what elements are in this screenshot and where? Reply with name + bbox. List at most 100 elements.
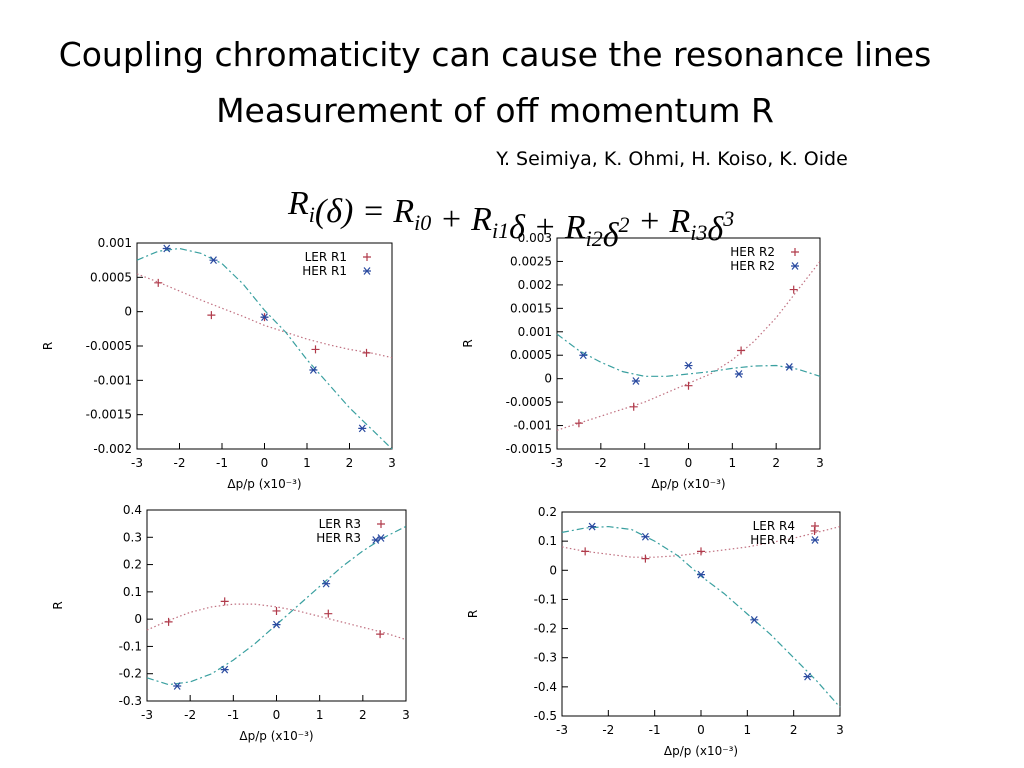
- x-tick-label: -3: [556, 723, 568, 737]
- title-line: Measurement of off momentum R: [216, 91, 774, 130]
- equation-term: R: [470, 201, 492, 238]
- data-point: [574, 419, 583, 428]
- data-point: [737, 346, 746, 355]
- x-tick-label: -1: [639, 456, 651, 470]
- legend-marker: [791, 248, 799, 256]
- equation-term: R: [392, 193, 414, 230]
- data-point: [789, 285, 798, 294]
- data-point: [697, 547, 705, 556]
- data-point: [803, 672, 812, 681]
- equation-term: R: [669, 203, 691, 240]
- y-tick-label: 0: [544, 372, 552, 386]
- x-tick-label: 2: [359, 708, 367, 722]
- data-point: [641, 532, 650, 541]
- legend-marker: [363, 253, 371, 261]
- x-tick-label: -1: [227, 708, 239, 722]
- x-tick-label: -2: [602, 723, 614, 737]
- y-tick-label: -0.0005: [86, 339, 132, 353]
- plot-frame: [146, 509, 407, 702]
- x-tick-label: 2: [790, 723, 798, 737]
- plot-frame: [556, 237, 821, 450]
- data-point: [684, 381, 693, 390]
- legend-label: HER R1: [302, 264, 347, 278]
- y-tick-label: -0.5: [534, 709, 557, 723]
- equation-subscript: i0: [414, 210, 431, 235]
- equation-term: (δ) =: [315, 193, 393, 230]
- x-tick-label: 0: [697, 723, 705, 737]
- legend-marker: [791, 262, 799, 270]
- equation-term: R: [287, 185, 309, 222]
- y-tick-label: -0.0015: [86, 408, 132, 422]
- data-point: [272, 620, 281, 629]
- x-tick-label: -2: [595, 456, 607, 470]
- y-axis-label: R: [41, 342, 55, 350]
- y-tick-label: -0.001: [93, 373, 132, 387]
- data-point: [164, 617, 173, 626]
- equation-subscript: i: [309, 202, 315, 227]
- equation-subscript: i3: [690, 220, 707, 245]
- x-tick-label: 0: [261, 456, 269, 470]
- data-point: [309, 366, 318, 374]
- fit-curve: [146, 525, 407, 686]
- x-tick-label: 0: [685, 456, 693, 470]
- x-tick-label: 3: [816, 456, 824, 470]
- data-point: [785, 363, 794, 371]
- data-point: [272, 606, 281, 615]
- data-point: [579, 351, 588, 360]
- equation-term: +: [630, 203, 670, 240]
- y-tick-label: 0.1: [538, 534, 557, 548]
- data-point: [260, 313, 269, 322]
- equation-term: δ: [603, 217, 620, 254]
- plot-frame: [136, 242, 393, 450]
- y-tick-label: 0.0005: [90, 270, 132, 284]
- y-tick-label: -0.2: [119, 667, 142, 681]
- y-tick-label: 0.1: [123, 585, 142, 599]
- data-point: [750, 615, 759, 624]
- y-tick-label: 0.002: [518, 278, 552, 292]
- y-tick-label: -0.0015: [506, 442, 552, 456]
- x-tick-label: 3: [388, 456, 396, 470]
- legend-label: HER R3: [316, 531, 361, 545]
- x-tick-label: 2: [346, 456, 354, 470]
- y-tick-label: -0.3: [534, 651, 557, 665]
- data-point: [588, 522, 597, 531]
- equation-superscript: 2: [619, 212, 630, 237]
- x-tick-label: -3: [131, 456, 143, 470]
- equation-term: R: [564, 209, 586, 246]
- x-tick-label: -2: [174, 456, 186, 470]
- data-point: [581, 547, 590, 556]
- fit-curve: [136, 247, 393, 450]
- x-tick-label: -1: [649, 723, 661, 737]
- y-tick-label: 0.001: [518, 325, 552, 339]
- data-point: [641, 554, 650, 563]
- data-point: [376, 630, 385, 639]
- x-axis-label: Δp/p (x10⁻³): [239, 729, 313, 743]
- legend-label: HER R2: [730, 245, 775, 259]
- data-point: [697, 570, 705, 579]
- legend-label: HER R4: [750, 533, 795, 547]
- equation: Ri(δ) = Ri0 + Ri1δ + Ri2δ2 + Ri3δ3: [287, 185, 734, 254]
- data-point: [220, 597, 229, 606]
- x-tick-label: 2: [772, 456, 780, 470]
- data-point: [173, 682, 182, 690]
- y-tick-label: 0.2: [123, 558, 142, 572]
- y-tick-label: -0.1: [534, 592, 557, 606]
- x-tick-label: -3: [551, 456, 563, 470]
- x-axis-label: Δp/p (x10⁻³): [664, 744, 738, 758]
- data-point: [154, 278, 163, 287]
- data-point: [684, 361, 693, 370]
- legend-label: LER R1: [305, 250, 347, 264]
- legend-label: LER R3: [319, 517, 361, 531]
- equation-term: δ: [707, 211, 724, 248]
- x-axis-label: Δp/p (x10⁻³): [651, 477, 725, 491]
- equation-superscript: 3: [722, 206, 734, 231]
- x-tick-label: 1: [744, 723, 752, 737]
- legend-marker: [377, 534, 385, 542]
- fit-curve: [556, 333, 821, 377]
- data-point: [629, 402, 638, 411]
- fit-curve: [561, 525, 841, 708]
- y-tick-label: 0.003: [518, 231, 552, 245]
- x-tick-label: -3: [141, 708, 153, 722]
